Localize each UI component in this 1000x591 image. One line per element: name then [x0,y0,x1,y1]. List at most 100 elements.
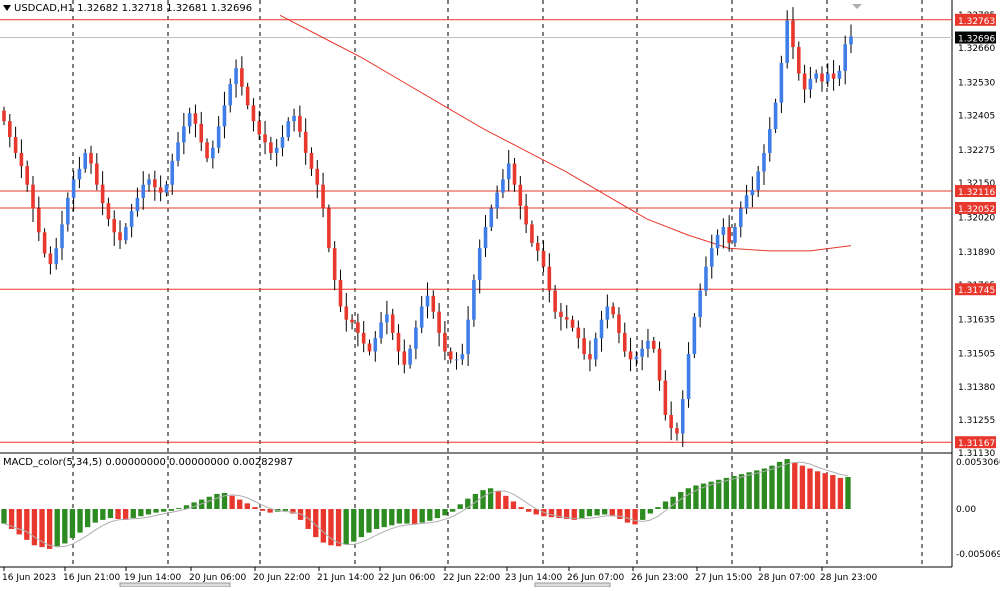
candle-bull [762,152,766,172]
candle-bull [605,306,610,320]
candle-bear [25,166,30,185]
macd-bar [487,488,494,509]
candle-bull [414,327,418,349]
candle-bear [611,306,615,315]
candle-bull [222,105,227,127]
candle-bull [141,184,146,198]
time-axis-label: 20 Jun 06:00 [189,573,246,583]
candle-bear [530,224,534,243]
candle-bear [269,142,273,153]
candle-bull [686,354,691,400]
level-price-label: 1.31745 [958,286,995,296]
candle-bear [535,242,540,251]
candle-bull [709,248,714,267]
time-axis-label: 21 Jun 14:00 [317,573,374,583]
macd-bar [465,498,471,509]
candle-bull [640,348,644,357]
candle-bear [524,205,528,225]
candle-bull [808,78,813,90]
candle-bull [843,44,847,71]
time-axis-label: 19 Jun 14:00 [124,573,181,583]
macd-bar [290,509,296,514]
candle-bear [831,73,836,79]
candle-bull [124,227,128,241]
candle-bull [71,179,76,198]
candle-bull [477,248,482,280]
candle-bull [460,354,465,360]
macd-bar [404,509,410,524]
macd-bar [640,509,646,520]
macd-axis-label-top: 0.0053060 [956,458,1000,468]
candle-bear [657,348,662,381]
candle-bear [437,311,441,333]
candle-bear [431,295,436,312]
candle-bear [791,20,795,48]
macd-bar [564,509,570,519]
candle-bull [738,208,743,228]
current-price-tag [955,31,996,44]
candle-bear [48,253,53,265]
candle-bear [257,121,262,135]
candle-bull [292,115,296,122]
candle-bull [147,179,151,185]
candle-bear [518,184,523,206]
symbol-header[interactable]: USDCAD,H1 1.32682 1.32718 1.32681 1.3269… [3,3,252,14]
macd-bar [16,509,22,535]
macd-bar [335,509,342,547]
level-price-label: 1.32116 [958,188,995,198]
macd-bar [845,476,851,509]
candle-bull [715,234,720,249]
scroll-tab [534,582,611,588]
candle-bear [390,314,395,333]
candle-bull [135,197,140,212]
dropdown-triangle-icon[interactable] [3,5,11,11]
candle-bear [112,219,117,233]
candle-bear [547,266,552,291]
candle-bear [588,354,592,360]
candle-bear [106,203,111,220]
candle-bull [814,73,818,79]
macd-bar [389,509,395,526]
candle-bull [182,126,186,143]
candle-bull [825,73,830,82]
candle-bull [692,317,697,355]
macd-bar [814,471,821,509]
macd-bar [320,509,327,543]
candle-bull [599,319,604,339]
candle-bull [54,248,59,265]
price-tick-label: 1.31635 [958,315,995,325]
macd-bar [381,509,387,528]
candle-bear [89,152,93,164]
macd-bar [145,509,152,515]
macd-bar [1,509,7,524]
time-axis-label: 27 Jun 15:00 [695,573,752,583]
candle-bull [176,142,180,161]
macd-axis-label-bottom: -0.0050693 [956,550,1000,560]
macd-bar [130,509,136,519]
macd-bar [837,477,844,509]
macd-bar [632,509,638,525]
macd-bar [647,509,653,514]
candle-bear [338,279,343,307]
candle-bear [570,319,575,328]
candle-bear [332,248,337,280]
candle-bull [274,147,279,153]
candle-bear [19,152,24,167]
candle-bull [704,266,708,291]
time-axis-label: 26 Jun 23:00 [631,573,688,583]
macd-bar [807,468,813,509]
candle-bull [698,290,702,318]
candle-bear [576,327,581,339]
macd-bar [670,496,676,509]
candle-bear [245,86,250,106]
macd-bar [685,488,691,509]
candle-bull [211,147,215,159]
macd-bar [313,509,319,538]
candle-bear [118,232,122,241]
macd-bar [738,474,745,509]
candle-bear [356,322,360,333]
grid-layer [0,0,953,568]
time-axis-label: 20 Jun 22:00 [253,573,310,583]
candle-bear [669,414,673,429]
